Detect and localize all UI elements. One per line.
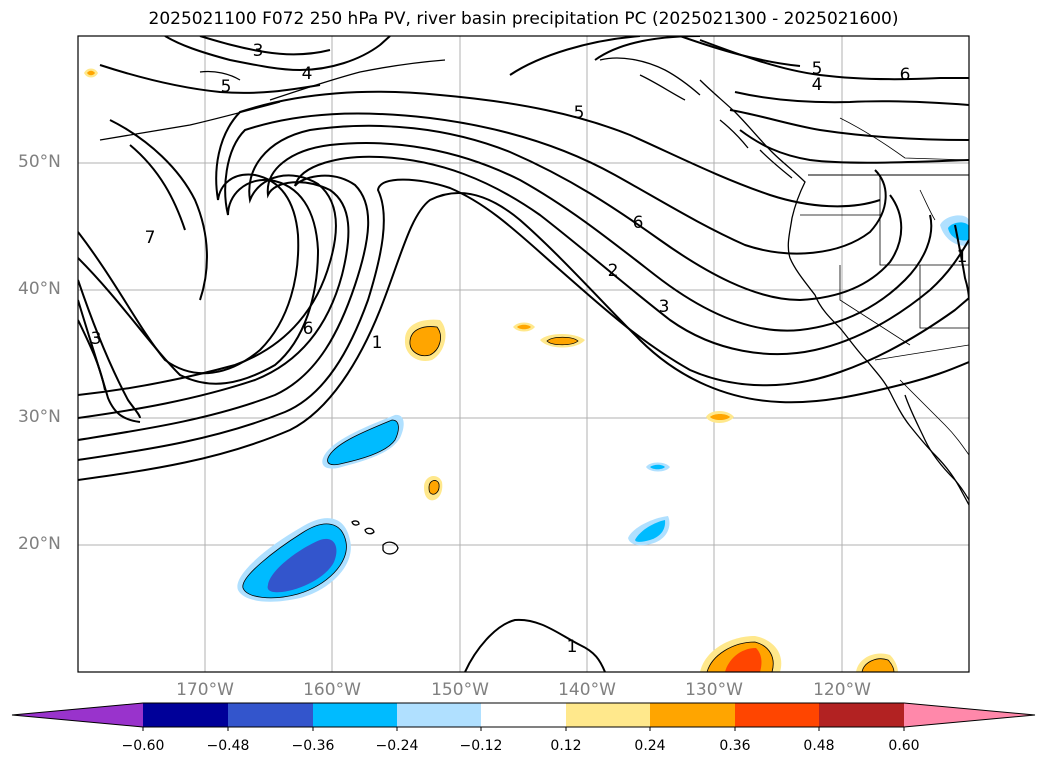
contour-labels: 3 4 5 5 5 4 6 7 3 6 1 6 2 3 1 1 [91, 41, 968, 657]
precip-neg-area-northwest-us-mid [948, 222, 969, 241]
colorbar-extend-high [904, 703, 1035, 727]
colorbar-tick-label: 0.60 [888, 738, 920, 754]
colorbar-tick-label: −0.36 [291, 738, 335, 754]
precip-neg-area-north-mid [327, 420, 399, 465]
precip-outlines [242, 326, 895, 672]
map-frame [77, 35, 970, 673]
contour-label: 4 [302, 64, 313, 84]
colorbar-segment [819, 703, 904, 727]
precip-neg-area-small-mid [650, 464, 665, 470]
contour-label: 7 [145, 228, 156, 248]
precip-shading [84, 68, 969, 672]
colorbar-segment [566, 703, 650, 727]
precip-pos-area-northwest-mid [87, 70, 95, 76]
contour-label: 3 [91, 329, 102, 349]
contour-label: 6 [303, 319, 314, 339]
contour-label: 3 [659, 297, 670, 317]
contour-label: 2 [608, 261, 619, 281]
precip-pos-area-3-mid [517, 324, 531, 330]
colorbar-tick-label: −0.12 [459, 738, 503, 754]
contour-label: 5 [574, 103, 585, 123]
colorbar-tick-label: −0.60 [121, 738, 165, 754]
lon-label-120w: 120°W [813, 680, 871, 700]
contour-label: 5 [221, 77, 232, 97]
lat-label-40n: 40°N [18, 279, 61, 299]
precip-pos-area-2-mid [547, 337, 578, 345]
contour-label: 6 [900, 65, 911, 85]
lon-label-140w: 140°W [558, 680, 616, 700]
precip-pos-area-4-mid [429, 480, 440, 495]
pv-contours [78, 36, 969, 672]
contour-label: 1 [567, 637, 578, 657]
colorbar-segment [481, 703, 566, 727]
colorbar-segment [228, 703, 313, 727]
contour-label: 4 [812, 75, 823, 95]
colorbar-segment [735, 703, 819, 727]
lon-label-170w: 170°W [176, 680, 234, 700]
colorbar-segment [397, 703, 481, 727]
colorbar-tick-label: 0.24 [634, 738, 666, 754]
map-title: 2025021100 F072 250 hPa PV, river basin … [148, 9, 899, 29]
colorbar-tick-label: 0.48 [803, 738, 835, 754]
precip-pos-area-southeast-mid [862, 658, 894, 672]
precip-pos-area-5-mid [710, 414, 730, 420]
lon-label-160w: 160°W [303, 680, 361, 700]
lon-label-150w: 150°W [431, 680, 489, 700]
contour-label: 6 [633, 213, 644, 233]
colorbar-segment [313, 703, 397, 727]
contour-label: 1 [957, 247, 968, 267]
colorbar-segment [143, 703, 228, 727]
precip-pos-area-1-mid [409, 326, 441, 356]
lat-label-50n: 50°N [18, 152, 61, 172]
lon-label-130w: 130°W [685, 680, 743, 700]
colorbar-segment [650, 703, 735, 727]
colorbar-tick-label: −0.24 [375, 738, 419, 754]
precip-pos-area-south-core [725, 648, 762, 672]
colorbar-tick-label: −0.48 [206, 738, 250, 754]
contour-label: 5 [812, 59, 823, 79]
lat-label-30n: 30°N [18, 407, 61, 427]
colorbar-tick-label: 0.36 [719, 738, 751, 754]
precip-neg-area-hawaii-core [267, 538, 337, 593]
contour-label: 3 [253, 41, 264, 61]
colorbar-tick-label: 0.12 [550, 738, 582, 754]
lat-label-20n: 20°N [18, 534, 61, 554]
coastlines [99, 57, 969, 555]
colorbar [11, 702, 1036, 731]
precip-neg-area-central-mid [635, 520, 666, 542]
graticule [78, 36, 969, 672]
contour-label: 1 [372, 333, 383, 353]
colorbar-extend-low [12, 703, 143, 727]
